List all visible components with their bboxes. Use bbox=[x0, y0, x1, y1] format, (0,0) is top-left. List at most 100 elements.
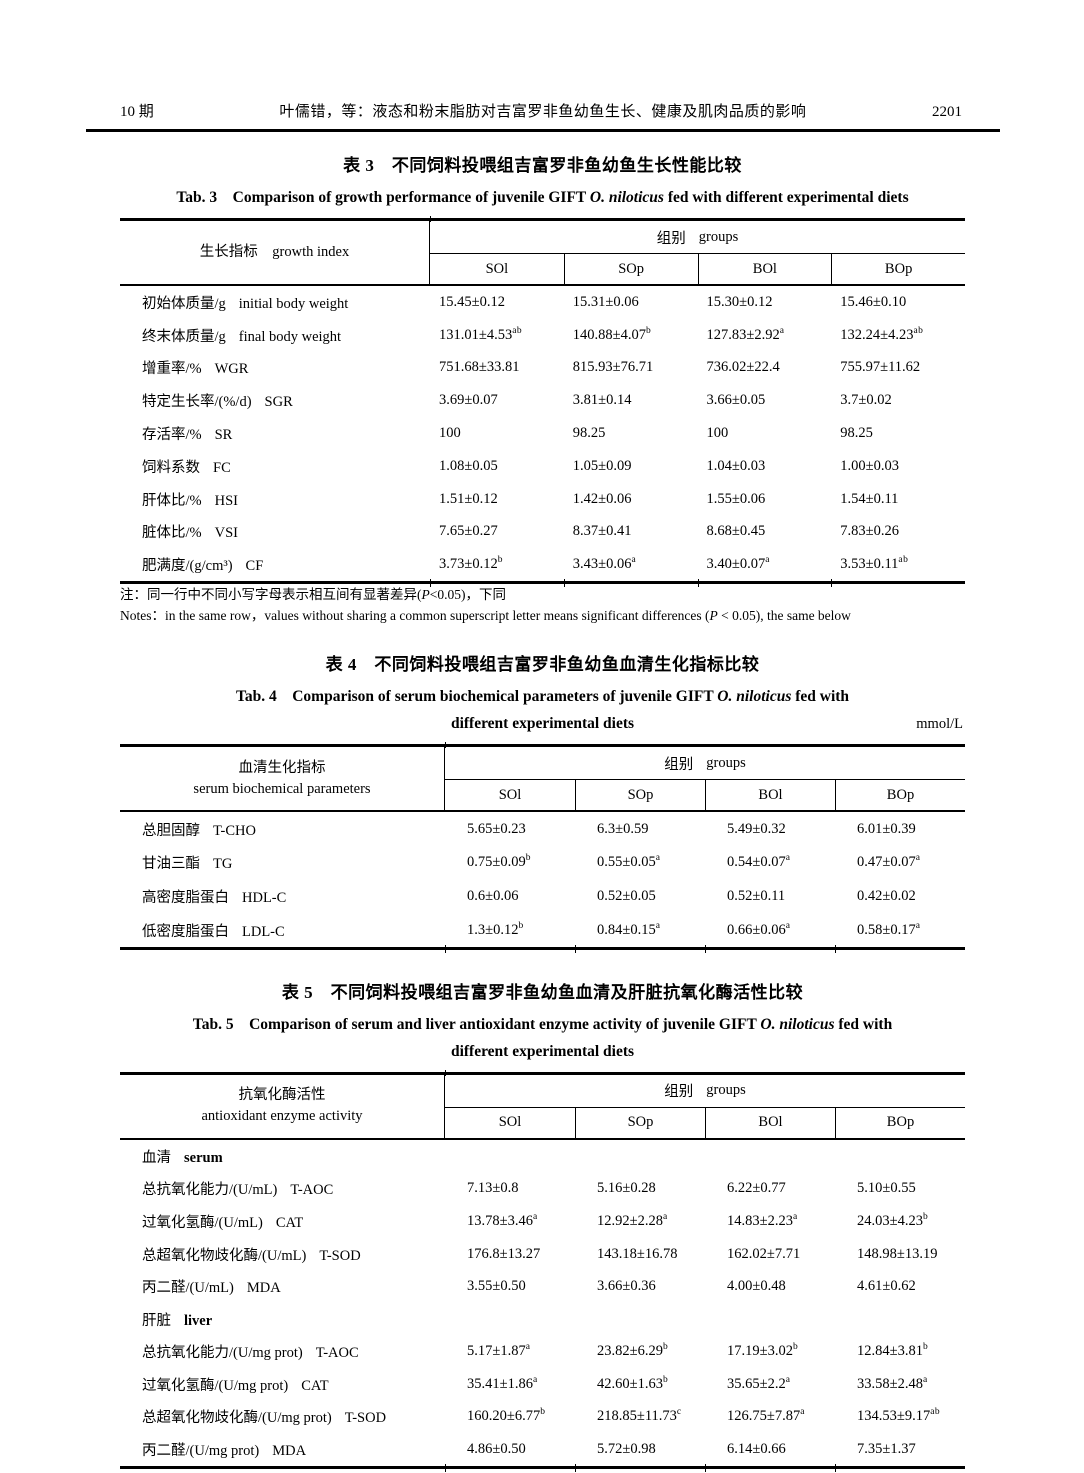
column-header-SOp: SOp bbox=[575, 780, 705, 811]
text-segment: different experimental diets bbox=[450, 1042, 635, 1060]
row-label: 过氧化氢酶/(U/mg prot) CAT bbox=[120, 1374, 445, 1395]
cell-value: 6.01±0.39 bbox=[857, 820, 916, 837]
table5-title-en-line2: different experimental diets bbox=[120, 1043, 965, 1061]
significance-superscript: a bbox=[765, 555, 770, 566]
row-label-en: SGR bbox=[264, 394, 293, 411]
text-segment: O. niloticus bbox=[589, 189, 664, 206]
row-label: 血清 serum bbox=[120, 1146, 445, 1167]
row-label-cn: 总抗氧化能力/(U/mg prot) bbox=[142, 1345, 303, 1362]
row-label-cn: 总超氧化物歧化酶/(U/mg prot) bbox=[142, 1410, 332, 1427]
cell-value: 3.69±0.07 bbox=[439, 392, 498, 409]
cell-value: 162.02±7.71 bbox=[727, 1245, 801, 1262]
cell-value: 815.93±76.71 bbox=[572, 359, 654, 376]
grid-line bbox=[430, 579, 431, 588]
table-row: 低密度脂蛋白 LDL-C 1.3±0.12b 0.84±0.15a 0.66±0.06a… bbox=[120, 913, 965, 947]
text-segment: Tab. 4 Comparison of serum biochemical p… bbox=[235, 688, 718, 706]
cell-value: 23.82±6.29b bbox=[597, 1342, 669, 1360]
groups-label-cn: 组别 bbox=[656, 230, 686, 247]
table-row: 终末体质量/g final body weight 131.01±4.53ab 140… bbox=[120, 319, 965, 352]
significance-superscript: b bbox=[645, 325, 652, 336]
cell-value: 98.25 bbox=[572, 425, 606, 442]
row-label-cn: 甘油三酯 bbox=[142, 856, 200, 873]
stub-head-line: 生长指标 growth index bbox=[199, 244, 350, 260]
column-header-BOp: BOp bbox=[835, 780, 965, 811]
row-label-cn: 过氧化氢酶/(U/mL) bbox=[142, 1214, 263, 1231]
significance-superscript: a bbox=[532, 1375, 538, 1386]
column-header-SOl: SOl bbox=[498, 1114, 522, 1131]
cell-value: 1.00±0.03 bbox=[840, 457, 899, 474]
cell-value: 4.00±0.48 bbox=[727, 1278, 786, 1295]
cell-value: 3.7±0.02 bbox=[840, 392, 892, 409]
table-row: 丙二醛/(U/mg prot) MDA 4.86±0.50 5.72±0.98 6.14… bbox=[120, 1433, 965, 1466]
significance-superscript: b bbox=[922, 1342, 929, 1353]
significance-superscript: a bbox=[785, 1375, 791, 1386]
text-segment: different experimental diets bbox=[450, 715, 635, 733]
row-label: 丙二醛/(U/mL) MDA bbox=[120, 1276, 445, 1297]
table3-title-en-line1: Tab. 3 Comparison of growth performance … bbox=[120, 185, 965, 207]
row-label: 终末体质量/g final body weight bbox=[120, 325, 430, 346]
significance-superscript: b bbox=[792, 1342, 799, 1353]
table4: 血清生化指标 serum biochemical parameters 组别 grou… bbox=[120, 742, 965, 953]
table-row: 肥满度/(g/cm³) CF 3.73±0.12b 3.43±0.06a 3.40±0.… bbox=[120, 548, 965, 581]
row-label: 过氧化氢酶/(U/mL) CAT bbox=[120, 1211, 445, 1232]
column-header-BOp: BOp bbox=[835, 1107, 965, 1138]
table-row: 过氧化氢酶/(U/mg prot) CAT 35.41±1.86a 42.60±1.6… bbox=[120, 1368, 965, 1401]
cell-value: 143.18±16.78 bbox=[597, 1245, 678, 1262]
cell-value: 6.3±0.59 bbox=[597, 820, 649, 837]
cell-value: 0.52±0.11 bbox=[727, 887, 786, 904]
row-label-cn: 总超氧化物歧化酶/(U/mL) bbox=[142, 1247, 307, 1264]
tables-region: 表 3 不同饲料投喂组吉富罗非鱼幼鱼生长性能比较 Tab. 3 Compariso… bbox=[120, 151, 965, 1472]
cell-value: 3.55±0.50 bbox=[467, 1278, 526, 1295]
cell-value: 1.08±0.05 bbox=[439, 457, 498, 474]
table-row: 存活率/% SR 100 98.25 100 98.25 bbox=[120, 417, 965, 450]
running-title: 叶儒错，等：液态和粉末脂肪对吉富罗非鱼幼鱼生长、健康及肌肉品质的影响 bbox=[279, 104, 807, 120]
running-header: 10 期 叶儒错，等：液态和粉末脂肪对吉富罗非鱼幼鱼生长、健康及肌肉品质的影响 … bbox=[86, 0, 1000, 132]
significance-superscript: b bbox=[525, 853, 531, 864]
cell-value: 148.98±13.19 bbox=[857, 1245, 938, 1262]
cell-value: 0.55±0.05a bbox=[597, 853, 661, 871]
significance-superscript: ab bbox=[913, 325, 924, 336]
significance-superscript: a bbox=[785, 853, 791, 864]
groups-header: 组别 groups bbox=[445, 1075, 965, 1108]
cell-value: 176.8±13.27 bbox=[467, 1245, 541, 1262]
table-row: 甘油三酯 TG 0.75±0.09b 0.55±0.05a 0.54±0.07a 0.47… bbox=[120, 846, 965, 880]
cell-value: 7.83±0.26 bbox=[840, 523, 899, 540]
cell-value: 3.40±0.07a bbox=[706, 555, 770, 573]
cell-value: 1.42±0.06 bbox=[572, 490, 632, 507]
row-label-cn: 低密度脂蛋白 bbox=[142, 923, 229, 940]
row-label: 初始体质量/g initial body weight bbox=[120, 292, 430, 313]
table-row: 总抗氧化能力/(U/mL) T-AOC 7.13±0.8 5.16±0.28 6.22±… bbox=[120, 1173, 965, 1206]
significance-superscript: b bbox=[540, 1407, 546, 1418]
cell-value: 35.65±2.2a bbox=[727, 1375, 791, 1392]
grid-line bbox=[445, 1069, 446, 1076]
table-row: 初始体质量/g initial body weight 15.45±0.12 15.3… bbox=[120, 286, 965, 319]
grid-line bbox=[430, 216, 431, 222]
table3-stub-head: 生长指标 growth index bbox=[120, 221, 430, 284]
groups-header: 组别 groups bbox=[430, 221, 965, 254]
table3-header: 生长指标 growth index 组别 groups SOl SOp BOl BOp bbox=[120, 218, 965, 286]
table-note-cn: 注：同一行中不同小写字母表示相互间有显著差异(P<0.05)，下同 bbox=[120, 584, 965, 605]
row-label-cn: 终末体质量/g bbox=[142, 328, 226, 345]
row-label-en: CAT bbox=[301, 1377, 329, 1394]
row-label-en: SR bbox=[214, 427, 233, 444]
cell-value: 1.3±0.12b bbox=[467, 920, 524, 938]
cell-value: 5.17±1.87a bbox=[467, 1342, 531, 1360]
table5-body: 血清 serum 总抗氧化能力/(U/mL) T-AOC 7.13±0.8 5.16±0.… bbox=[120, 1140, 965, 1469]
cell-value: 15.45±0.12 bbox=[439, 293, 505, 310]
cell-value: 3.81±0.14 bbox=[572, 392, 632, 409]
row-label: 总胆固醇 T-CHO bbox=[120, 819, 445, 840]
row-label-en: T-AOC bbox=[290, 1182, 334, 1199]
row-label-en: WGR bbox=[214, 361, 249, 378]
grid-line bbox=[705, 1463, 706, 1472]
significance-superscript: ab bbox=[512, 325, 523, 336]
significance-superscript: a bbox=[525, 1342, 531, 1353]
cell-value: 140.88±4.07b bbox=[572, 325, 652, 343]
row-label: 丙二醛/(U/mg prot) MDA bbox=[120, 1439, 445, 1460]
cell-value: 7.35±1.37 bbox=[857, 1441, 916, 1458]
cell-value: 160.20±6.77b bbox=[467, 1407, 546, 1425]
row-label: 甘油三酯 TG bbox=[120, 852, 445, 873]
cell-value: 0.52±0.05 bbox=[597, 887, 656, 904]
column-header-BOl: BOl bbox=[705, 1107, 835, 1138]
row-label-cn: 特定生长率/(%/d) bbox=[142, 394, 252, 411]
cell-value: 33.58±2.48a bbox=[857, 1375, 928, 1392]
